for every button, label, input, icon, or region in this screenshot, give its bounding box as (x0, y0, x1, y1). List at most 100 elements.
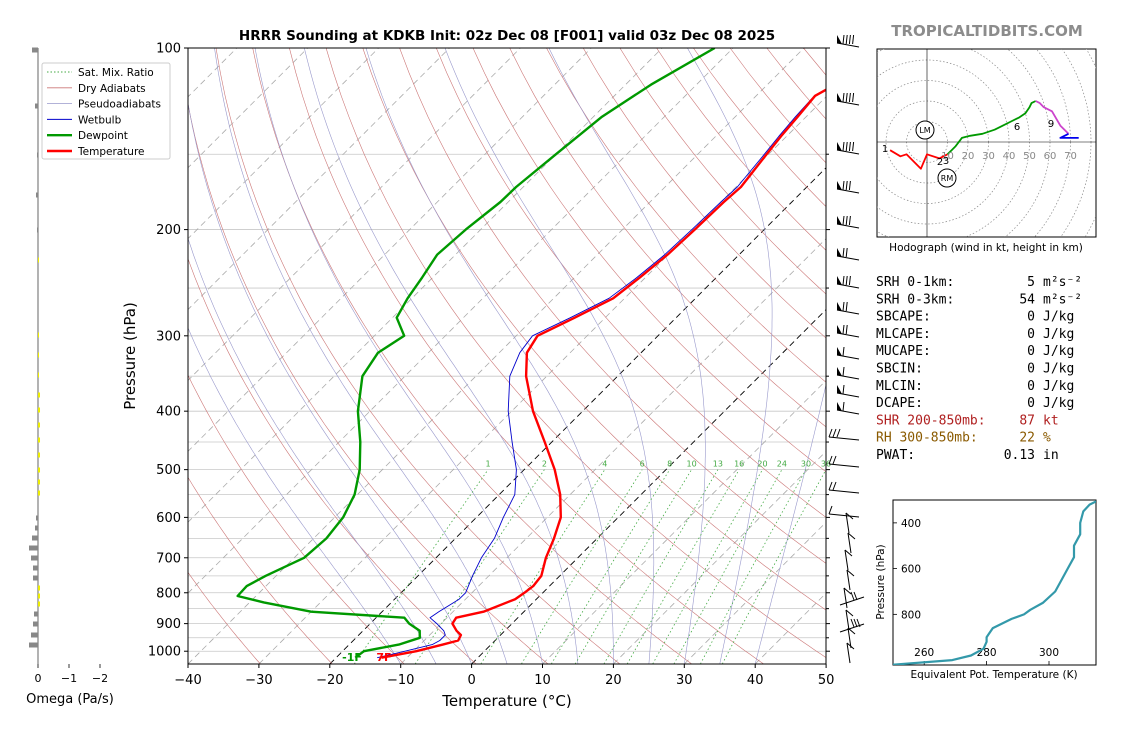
mixing-ratio-label: 8 (667, 460, 672, 469)
omega-bar (32, 535, 38, 541)
dry-adiabat (509, 48, 826, 428)
lm-marker (915, 120, 935, 140)
omega-bar (33, 565, 38, 571)
barb-pennant (837, 276, 842, 285)
hodograph-height-label: 6 (1014, 122, 1020, 133)
omega-tick-label: −1 (61, 672, 77, 685)
barb-flag (853, 591, 858, 601)
omega-bar (38, 452, 40, 458)
x-tick-label: 40 (747, 673, 764, 688)
index-value: 0 (1027, 344, 1035, 359)
barb-flag (832, 455, 837, 465)
mixing-ratio-line (673, 469, 783, 664)
isotherm-line (613, 450, 826, 664)
x-tick-label: −30 (245, 673, 272, 688)
omega-x-label: Omega (Pa/s) (26, 692, 114, 707)
pseudo-adiabat (254, 48, 543, 664)
barb-flag (845, 301, 848, 312)
barb-flag (836, 428, 841, 438)
sounding-traces (236, 48, 826, 659)
dry-adiabat (582, 48, 826, 339)
barb-flag (842, 141, 845, 152)
hodograph-ring-label: 60 (1044, 151, 1057, 162)
y-tick-label: 800 (156, 586, 181, 601)
barb-flag (845, 92, 848, 103)
omega-bar (36, 192, 38, 198)
dry-adiabat (188, 476, 333, 664)
barb-flag (828, 481, 833, 491)
index-unit: J/kg (1043, 362, 1074, 377)
omega-bar (38, 332, 39, 338)
dry-adiabat (325, 48, 826, 658)
theta-e-x-label: Equivalent Pot. Temperature (K) (910, 669, 1077, 681)
barb-flag (845, 180, 848, 191)
omega-panel: 0 −1 −2 (29, 47, 108, 685)
index-label: RH 300-850mb: (876, 431, 978, 446)
theta-e-plot: 260 280 300 400 600 800 (893, 500, 1096, 665)
mixing-ratio-label: 20 (757, 460, 767, 469)
y-tick-label: 700 (156, 551, 181, 566)
dry-adiabat (252, 48, 692, 664)
hodograph-segment (889, 149, 948, 170)
barb-staff (828, 489, 860, 494)
dry-adiabat (188, 102, 549, 664)
omega-bar (38, 407, 40, 413)
theta-x-tick-label: 280 (977, 647, 997, 659)
x-tick-label: 20 (605, 673, 622, 688)
barb-staff (846, 569, 851, 591)
barb-flag (842, 247, 845, 258)
hodograph-ring-label: 20 (962, 151, 975, 162)
omega-bar (38, 479, 40, 485)
index-label: MLCIN: (876, 379, 923, 394)
barb-pennant (837, 325, 842, 334)
mixing-ratio-line (603, 469, 719, 664)
barb-flag (845, 141, 848, 152)
omega-bar (38, 392, 40, 398)
index-value: 0 (1027, 327, 1035, 342)
omega-bar (38, 422, 40, 428)
omega-bar (33, 575, 38, 581)
barb-flag (843, 587, 852, 595)
y-tick-label: 200 (156, 223, 181, 238)
index-unit: in (1043, 448, 1059, 463)
barb-flag (856, 618, 861, 628)
mixing-ratio-line (521, 469, 643, 664)
index-value: 0 (1027, 396, 1035, 411)
isotherm-line (188, 48, 308, 169)
legend-label: Temperature (77, 146, 145, 158)
mixing-ratio-label: 10 (687, 460, 697, 469)
barb-staff (846, 642, 851, 664)
barb-flag (832, 481, 837, 491)
barb-flag (847, 532, 856, 540)
barb-flag (842, 401, 845, 412)
isotherm-line (188, 48, 592, 452)
hodograph-segment (1059, 132, 1079, 139)
barb-staff (847, 532, 852, 554)
isotherm-line (188, 48, 450, 311)
hodograph-ring-label: 10 (941, 151, 954, 162)
mixing-ratio-line (652, 469, 763, 664)
omega-bar (37, 227, 38, 233)
barb-staff (844, 549, 849, 571)
barb-flag (845, 34, 848, 45)
barb-pennant (837, 248, 842, 257)
barb-pennant (837, 93, 842, 102)
pseudo-adiabat (188, 327, 401, 664)
dry-adiabat (188, 571, 261, 664)
dry-adiabat (399, 48, 826, 564)
barb-staff (839, 623, 865, 633)
skewt-frame (187, 47, 827, 665)
y-tick-label: 600 (156, 511, 181, 526)
omega-bar (38, 490, 40, 496)
isotherm-line (400, 238, 826, 664)
legend-label: Pseudoadiabats (78, 99, 161, 111)
legend-label: Dry Adiabats (78, 83, 146, 95)
y-tick-label: 500 (156, 463, 181, 478)
index-unit: J/kg (1043, 396, 1074, 411)
index-label: SRH 0-3km: (876, 292, 954, 307)
omega-bar (38, 467, 40, 473)
omega-bar (38, 257, 39, 263)
pseudo-adiabat (754, 383, 826, 664)
theta-y-tick-label: 600 (901, 564, 921, 576)
